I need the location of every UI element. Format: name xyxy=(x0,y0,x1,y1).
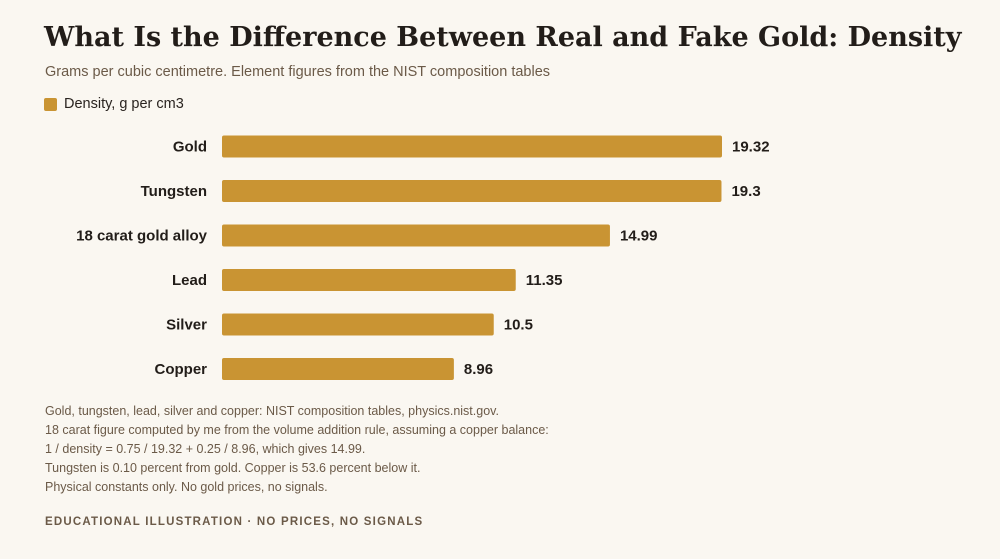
bar xyxy=(222,358,454,380)
chart-legend: Density, g per cm3 xyxy=(44,96,184,112)
legend-swatch xyxy=(44,97,57,111)
category-label: Lead xyxy=(172,272,207,289)
note-line: Tungsten is 0.10 percent from gold. Copp… xyxy=(45,461,421,475)
bar xyxy=(222,224,610,247)
bar xyxy=(222,269,516,291)
page-title: What Is the Difference Between Real and … xyxy=(44,22,962,53)
bar-chart: Gold 19.32 Tungsten 19.3 18 carat gold alloy… xyxy=(76,135,770,380)
note-line: 1 / density = 0.75 / 19.32 + 0.25 / 8.96… xyxy=(45,442,366,456)
category-label: Silver xyxy=(166,317,207,334)
category-label: Tungsten xyxy=(141,183,207,200)
note-line: Physical constants only. No gold prices,… xyxy=(45,480,328,494)
legend-label: Density, g per cm3 xyxy=(64,96,184,112)
source-notes: Gold, tungsten, lead, silver and copper:… xyxy=(45,402,549,497)
bar xyxy=(222,180,722,202)
value-label: 10.5 xyxy=(504,317,533,334)
value-label: 14.99 xyxy=(620,228,658,245)
value-label: 19.3 xyxy=(731,183,760,200)
value-label: 8.96 xyxy=(464,361,493,378)
bar xyxy=(222,313,494,336)
note-line: Gold, tungsten, lead, silver and copper:… xyxy=(45,404,499,418)
category-label: Copper xyxy=(155,361,208,378)
value-label: 19.32 xyxy=(732,139,770,156)
bar xyxy=(222,135,722,158)
category-label: 18 carat gold alloy xyxy=(76,228,208,245)
note-line: 18 carat figure computed by me from the … xyxy=(45,423,549,437)
category-label: Gold xyxy=(173,139,207,156)
page-subtitle: Grams per cubic centimetre. Element figu… xyxy=(45,64,551,80)
footer-disclaimer: EDUCATIONAL ILLUSTRATION · NO PRICES, NO… xyxy=(45,516,424,528)
value-label: 11.35 xyxy=(526,272,563,289)
